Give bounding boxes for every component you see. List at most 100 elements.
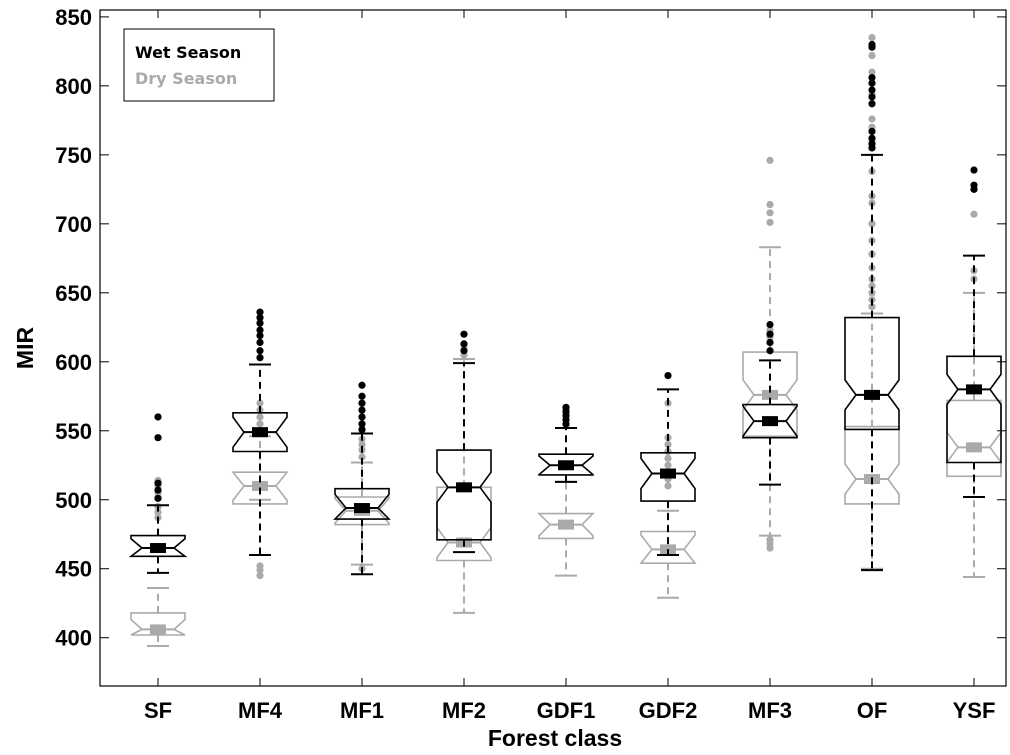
outlier-point	[766, 338, 774, 347]
median-marker	[966, 442, 982, 453]
outlier-point	[256, 308, 264, 316]
notched-box	[639, 530, 697, 565]
x-tick-label: SF	[144, 698, 172, 723]
notched-box	[128, 534, 188, 558]
y-tick-label: 450	[55, 557, 92, 582]
notched-box	[640, 451, 696, 502]
median-marker	[558, 460, 574, 471]
median-marker	[864, 389, 880, 400]
notched-box	[742, 403, 798, 439]
notched-box	[537, 512, 595, 540]
outlier-point	[868, 115, 876, 123]
outlier-point	[256, 572, 264, 580]
notched-box	[333, 487, 391, 520]
outlier-point	[154, 486, 162, 494]
x-tick-label: MF4	[238, 698, 283, 723]
outlier-point	[358, 420, 366, 428]
outlier-point	[358, 392, 366, 400]
y-tick-label: 500	[55, 488, 92, 513]
outlier-point	[154, 494, 162, 502]
outlier-point	[256, 413, 264, 421]
x-tick-label: GDF2	[639, 698, 698, 723]
y-tick-label: 700	[55, 212, 92, 237]
legend-dry-season: Dry Season	[135, 69, 237, 88]
notched-box	[232, 411, 288, 453]
outlier-point	[868, 140, 876, 148]
outlier-point	[358, 440, 366, 449]
outlier-point	[154, 413, 162, 421]
outlier-point	[358, 425, 366, 433]
outlier-point	[358, 413, 366, 421]
outlier-point	[358, 453, 366, 461]
outlier-point	[256, 331, 264, 340]
outlier-point	[868, 79, 876, 87]
y-tick-label: 550	[55, 419, 92, 444]
outlier-point	[256, 319, 264, 327]
outlier-point	[868, 127, 876, 136]
notched-box	[130, 612, 186, 636]
notched-box	[538, 453, 594, 476]
outlier-point	[256, 562, 264, 570]
outlier-point	[664, 482, 672, 490]
legend-box	[123, 28, 275, 102]
median-marker	[150, 543, 166, 554]
notched-box	[231, 471, 289, 505]
outlier-point	[664, 461, 672, 469]
notched-box	[436, 449, 492, 541]
median-marker	[966, 384, 982, 395]
outlier-point	[154, 434, 162, 442]
outlier-point	[766, 209, 774, 217]
outlier-point	[460, 340, 468, 348]
outlier-point	[766, 200, 774, 209]
outlier-point	[358, 381, 366, 389]
outlier-point	[664, 454, 672, 462]
outlier-point	[766, 218, 774, 227]
y-axis: 400 450 500 550 600 650 700 750 800 850	[55, 5, 1006, 651]
outlier-point	[358, 399, 366, 407]
outlier-point	[868, 51, 876, 60]
x-tick-label: GDF1	[537, 698, 596, 723]
notched-box	[844, 316, 900, 431]
outlier-point	[970, 181, 978, 189]
outlier-point	[460, 347, 468, 355]
y-tick-label: 800	[55, 74, 92, 99]
median-marker	[252, 427, 268, 438]
series-layer	[128, 33, 1002, 647]
plot-frame	[99, 9, 1007, 687]
y-tick-label: 650	[55, 281, 92, 306]
notched-box	[946, 355, 1002, 464]
outlier-point	[868, 100, 876, 108]
median-marker	[762, 416, 778, 427]
outlier-point	[766, 347, 774, 355]
outlier-point	[154, 479, 162, 487]
outlier-point	[868, 86, 876, 94]
outlier-point	[256, 354, 264, 362]
x-tick-label: MF3	[748, 698, 792, 723]
legend-wet-season: Wet Season	[135, 43, 241, 62]
outlier-point	[970, 166, 978, 174]
outlier-point	[868, 134, 876, 142]
notched-box	[844, 425, 900, 505]
median-marker	[660, 468, 676, 479]
outlier-point	[664, 440, 672, 449]
x-tick-label: OF	[857, 698, 888, 723]
median-marker	[762, 389, 778, 400]
wet-season-series	[128, 40, 1002, 576]
outlier-point	[256, 420, 264, 428]
x-tick-label: MF2	[442, 698, 486, 723]
outlier-point	[256, 399, 264, 407]
x-axis: SF MF4 MF1 MF2 GDF1 GDF2 MF3 OF YSF	[144, 10, 995, 723]
outlier-point	[358, 406, 366, 414]
y-tick-label: 400	[55, 626, 92, 651]
outlier-point	[154, 508, 162, 516]
outlier-point	[868, 93, 876, 101]
outlier-point	[460, 330, 468, 338]
outlier-point	[256, 338, 264, 347]
median-marker	[558, 519, 574, 530]
outlier-point	[256, 314, 264, 322]
median-marker	[150, 624, 166, 635]
outlier-point	[868, 33, 876, 42]
outlier-point	[256, 326, 264, 334]
x-axis-title: Forest class	[488, 725, 622, 751]
